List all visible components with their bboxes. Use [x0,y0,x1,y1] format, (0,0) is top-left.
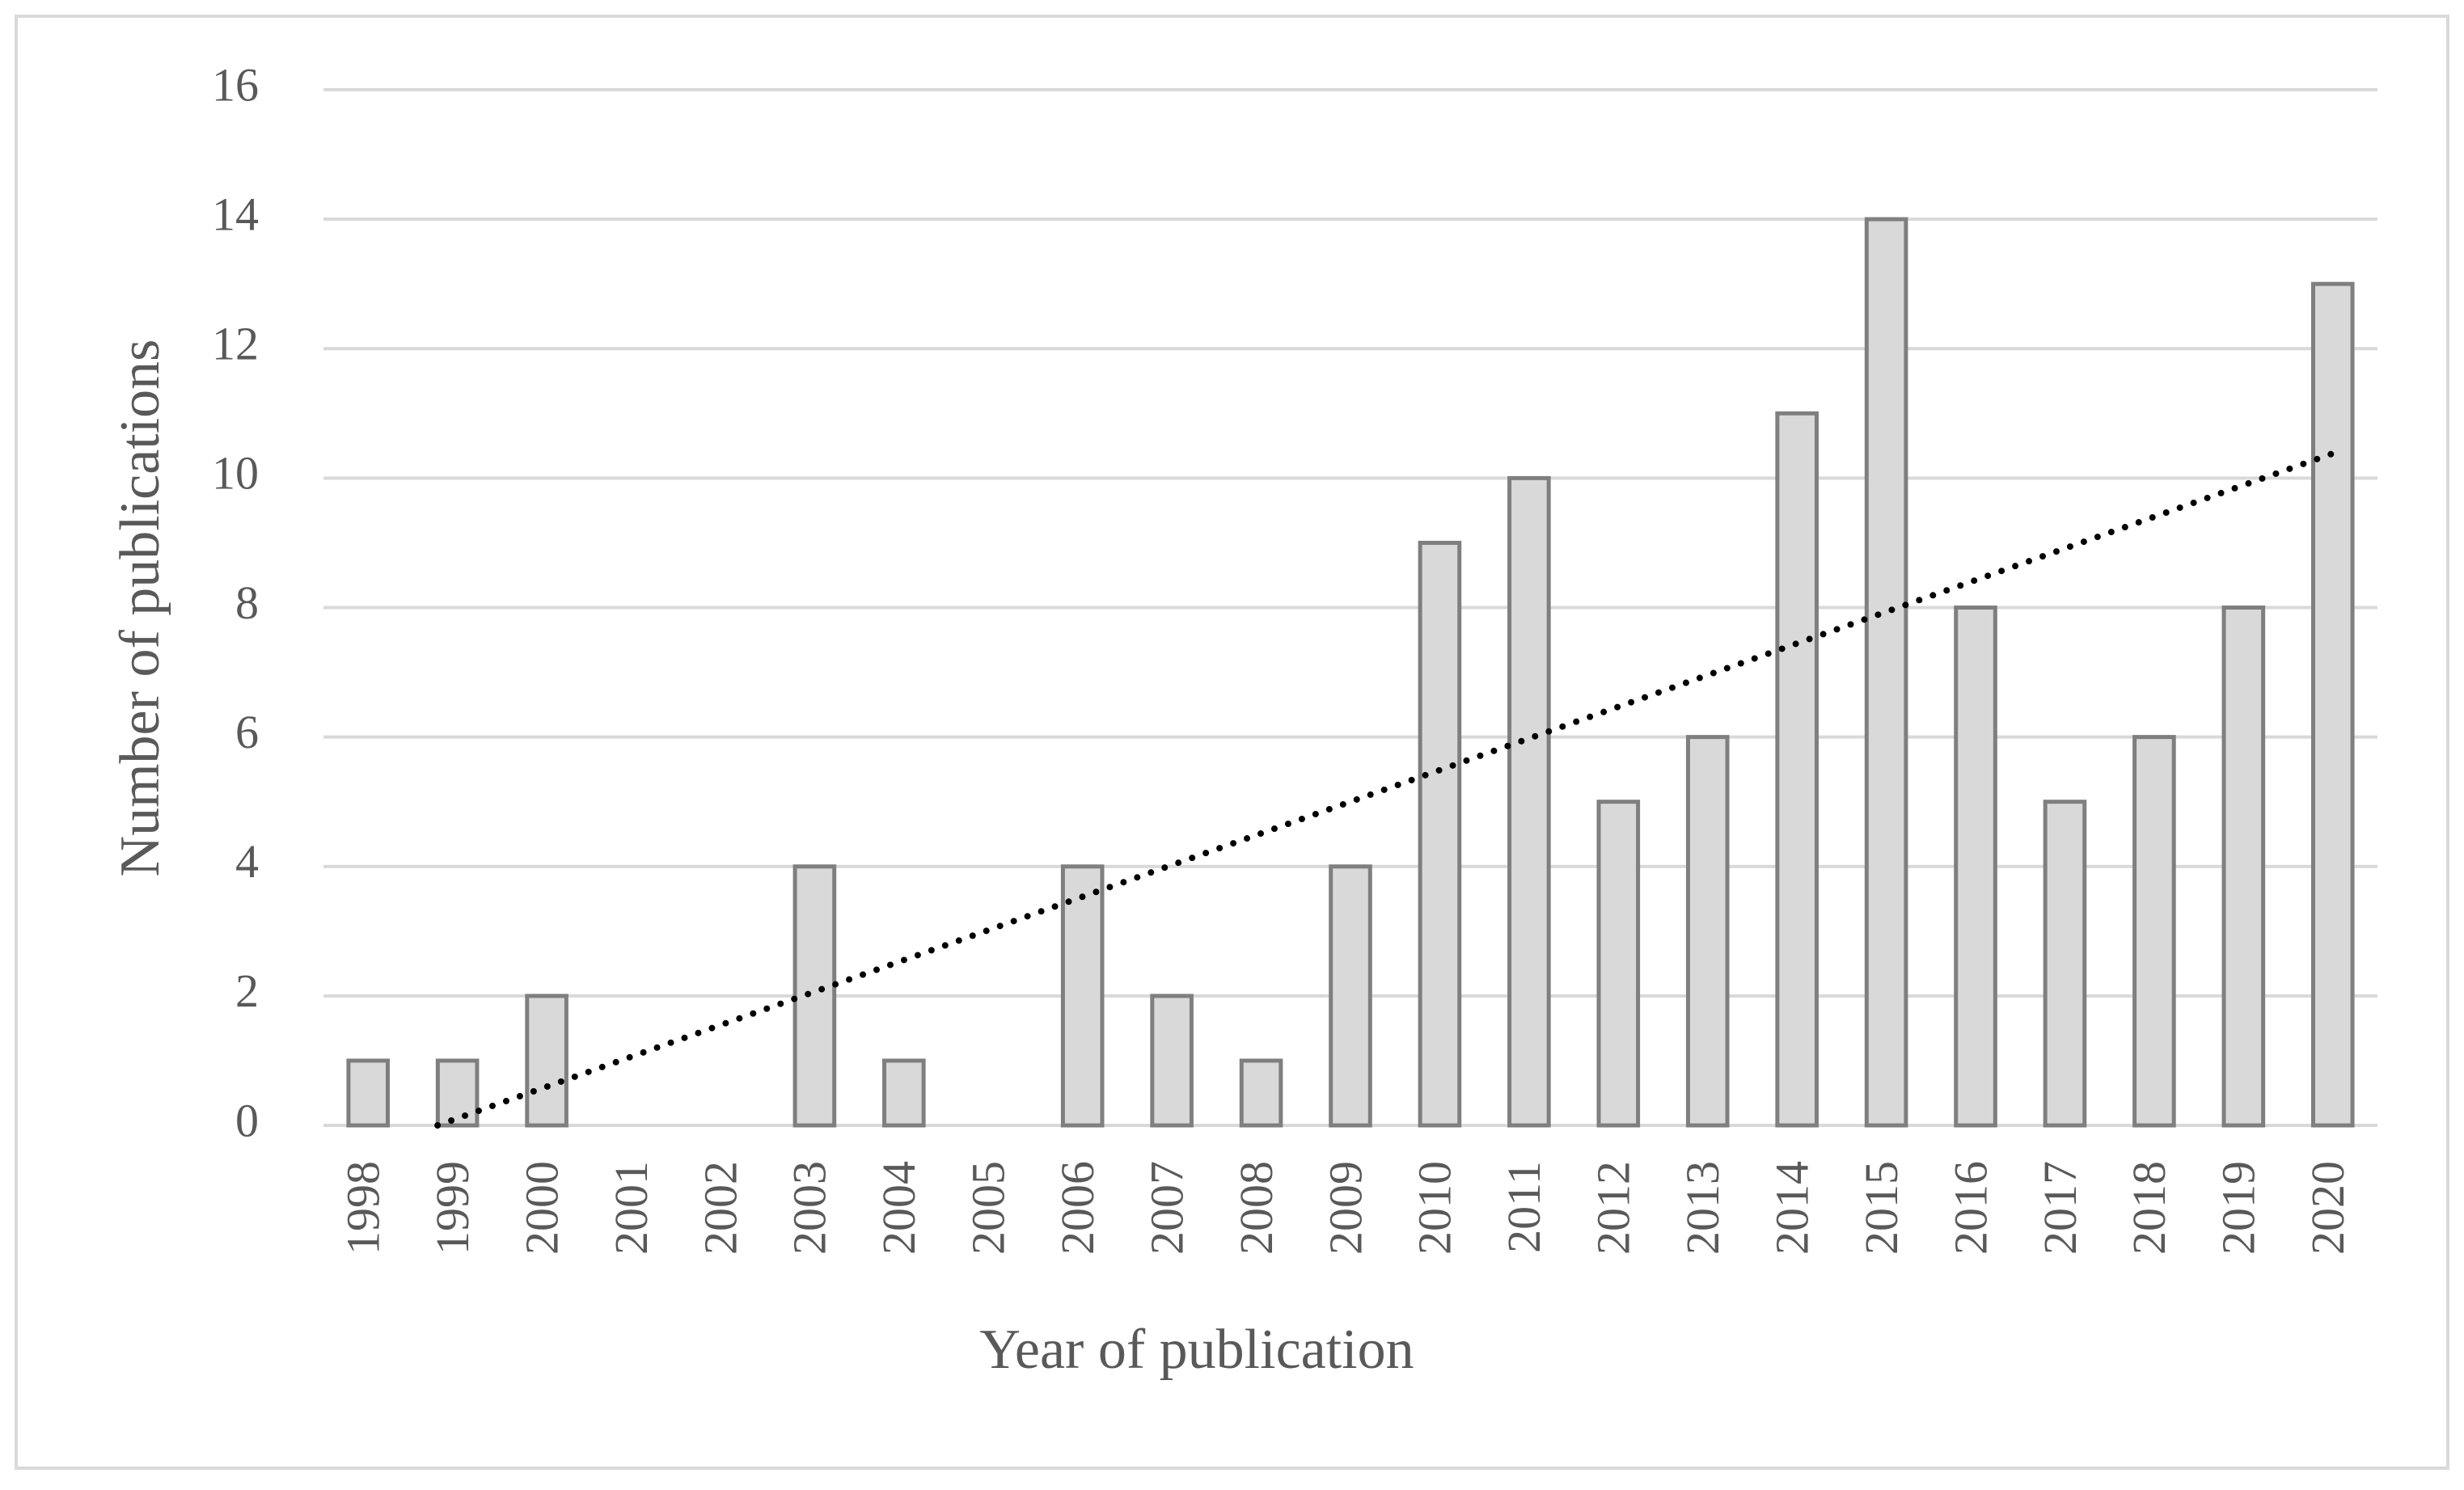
x-tick-label: 2004 [873,1161,925,1255]
bar [2043,800,2087,1128]
x-tick-label: 2013 [1676,1161,1729,1255]
y-tick-label: 12 [212,318,259,370]
x-tick-label: 1999 [426,1161,479,1255]
y-tick-label: 10 [212,447,259,500]
bar [525,994,568,1128]
bar [792,864,837,1128]
x-tick-label: 2006 [1051,1161,1104,1255]
x-tick-label: 2010 [1409,1161,1461,1255]
x-tick-label: 2009 [1319,1161,1371,1255]
bar [1596,800,1641,1128]
bar [346,1058,391,1128]
x-tick-label: 2017 [2034,1161,2086,1255]
x-tick-label: 2000 [515,1161,568,1255]
bar [1329,864,1372,1128]
bar [1150,994,1194,1128]
x-tick-label: 2003 [784,1161,836,1255]
x-tick-label: 2002 [694,1161,746,1255]
bar [1864,217,1908,1128]
y-tick-label: 6 [235,706,259,758]
x-tick-label: 2007 [1140,1161,1193,1255]
bar [2221,606,2266,1128]
x-tick-label: 2005 [962,1161,1015,1255]
x-tick-label: 2001 [605,1161,657,1255]
x-tick-label: 2018 [2123,1161,2175,1255]
chart-frame [15,15,2449,1470]
x-axis-title: Year of publication [979,1319,1414,1381]
x-tick-label: 2015 [1855,1161,1908,1255]
bar [1685,735,1730,1128]
bar [1507,475,1551,1128]
y-tick-label: 14 [212,188,259,240]
bar [435,1058,480,1128]
bar [1954,606,1997,1128]
x-tick-label: 2014 [1765,1161,1818,1255]
bar [1060,864,1105,1128]
trendline [434,450,2336,1129]
y-axis-title: Number of publications [109,340,171,877]
x-tick-label: 2016 [1944,1161,1997,1255]
bar [882,1058,926,1128]
y-tick-label: 2 [235,964,259,1017]
y-tick-label: 0 [235,1094,259,1146]
bar [1775,411,1819,1128]
x-tick-label: 2020 [2301,1161,2354,1255]
x-tick-label: 1998 [337,1161,390,1255]
x-tick-label: 2011 [1498,1161,1550,1253]
y-tick-label: 4 [235,835,259,888]
x-tick-label: 2012 [1587,1161,1640,1255]
bar [1418,540,1462,1128]
x-tick-label: 2008 [1230,1161,1283,1255]
x-tick-label: 2019 [2213,1161,2265,1255]
bar [1239,1058,1283,1128]
bar [2132,735,2176,1128]
y-tick-label: 16 [212,58,259,111]
y-tick-label: 8 [235,576,259,629]
bar [2310,281,2355,1128]
